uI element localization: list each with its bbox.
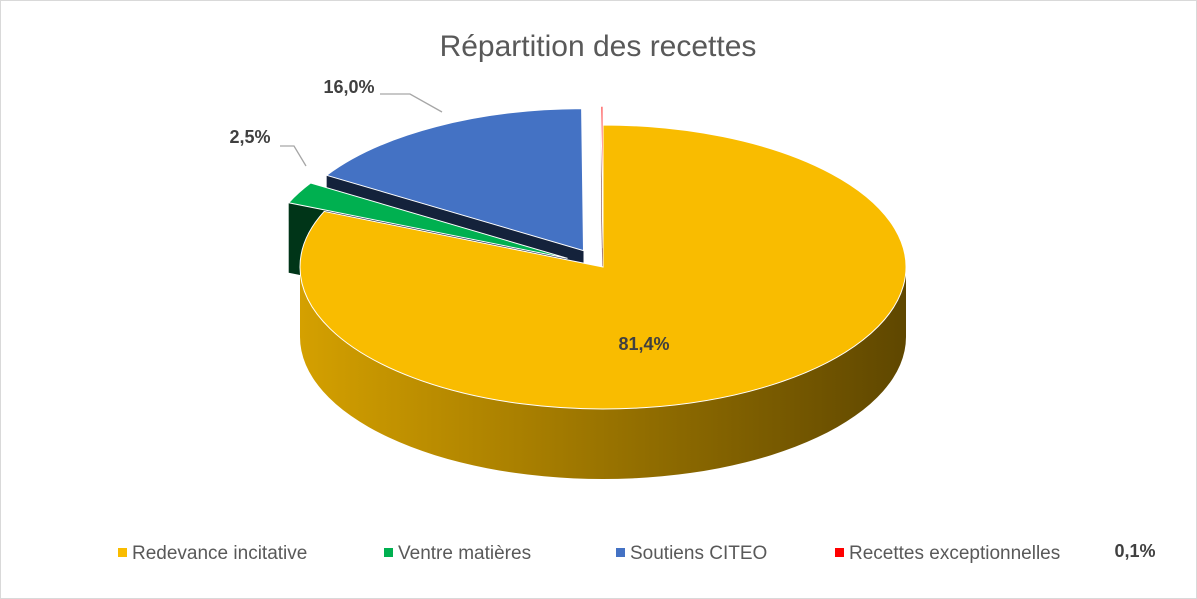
pie-slice [600, 105, 604, 249]
pie-slice [325, 108, 585, 252]
data-label: 81,4% [618, 334, 669, 354]
legend-label: Recettes exceptionnelles [849, 543, 1060, 564]
data-label: 0,1% [1114, 541, 1155, 561]
data-label: 2,5% [229, 127, 270, 147]
chart-title: Répartition des recettes [440, 30, 757, 63]
legend-marker [835, 548, 844, 557]
legend-label: Redevance incitative [132, 543, 307, 564]
legend-label: Ventre matières [398, 543, 531, 564]
legend-label: Soutiens CITEO [630, 543, 767, 564]
leader-line [380, 93, 443, 113]
pie-slice [287, 182, 568, 259]
legend-marker [118, 548, 127, 557]
slice-wall [300, 267, 906, 479]
data-label: 16,0% [323, 77, 374, 97]
leader-line [280, 145, 307, 167]
legend-marker [384, 548, 393, 557]
pie-slice [299, 124, 907, 410]
legend-marker [616, 548, 625, 557]
